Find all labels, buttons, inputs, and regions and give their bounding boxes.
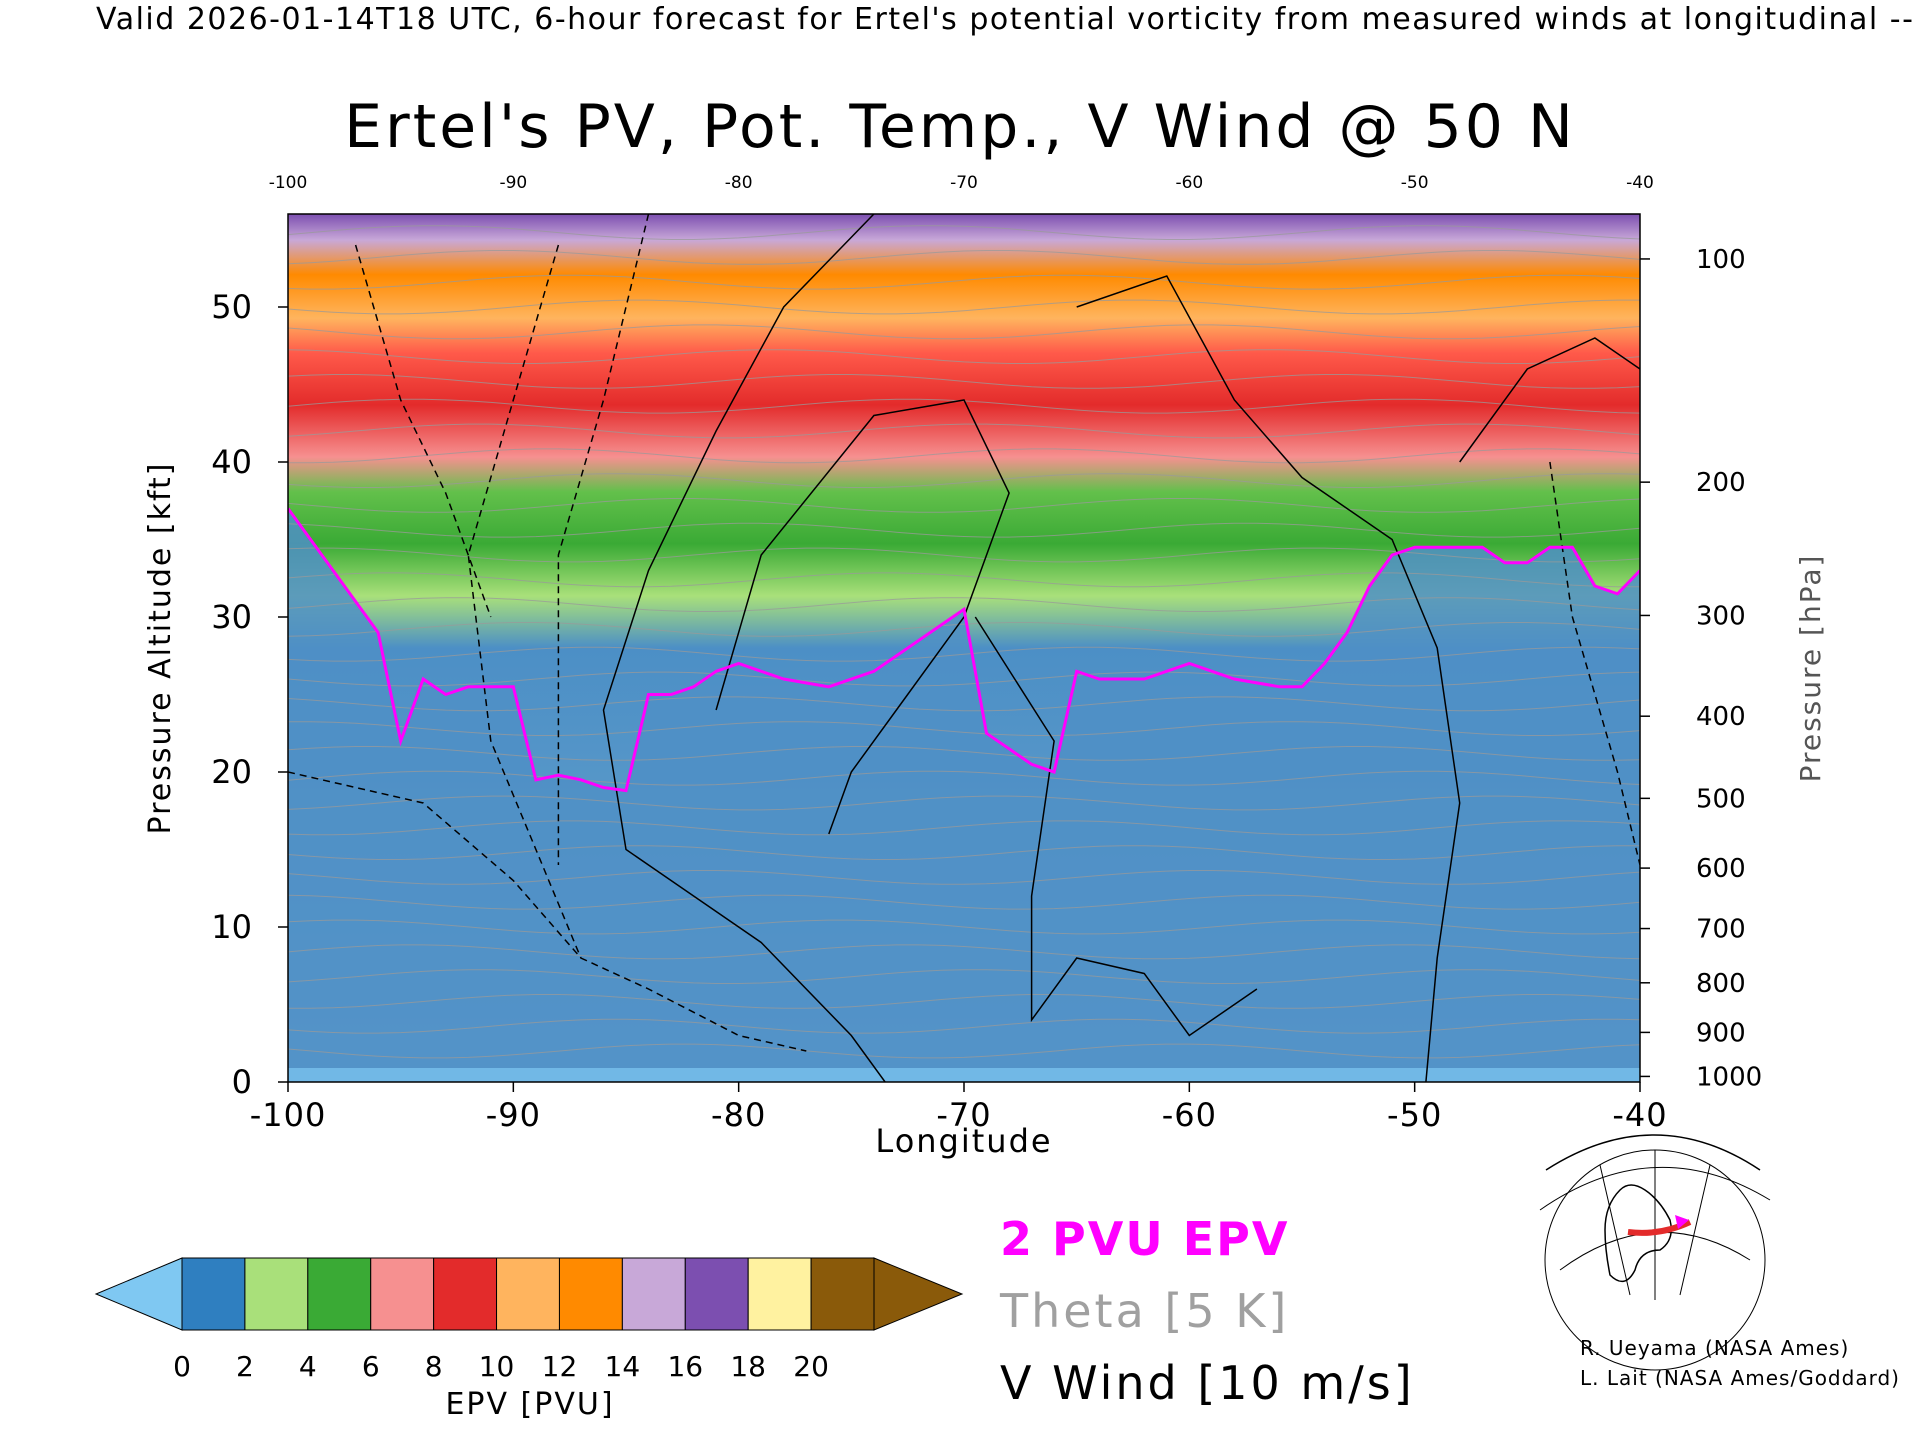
- tropopause-2pvu-line: [288, 507, 1640, 793]
- pressure-tick-label: 500: [1696, 784, 1746, 814]
- vwind-contour: [1549, 461, 1640, 866]
- theta-contour: [288, 845, 1640, 860]
- vwind-contour: [602, 214, 886, 1082]
- pressure-tick-label: 700: [1696, 915, 1746, 945]
- y-tick-label: 30: [211, 598, 252, 636]
- pressure-tick-label: 1000: [1696, 1062, 1762, 1092]
- theta-contour: [288, 1018, 1640, 1034]
- theta-contour: [288, 770, 1640, 786]
- theta-contour: [288, 225, 1640, 240]
- y-tick-label: 50: [211, 288, 252, 326]
- pressure-tick-label: 600: [1696, 854, 1746, 884]
- theta-contour: [288, 870, 1640, 885]
- legend-wind: V Wind [10 m/s]: [1000, 1356, 1415, 1410]
- vwind-contour: [557, 214, 650, 865]
- theta-contour: [288, 820, 1640, 836]
- theta-contour: [288, 374, 1640, 389]
- theta-contour: [288, 473, 1640, 488]
- y-tick-label: 10: [211, 908, 252, 946]
- vwind-contour: [354, 244, 492, 618]
- vwind-contour: [715, 399, 1010, 835]
- theta-contour: [288, 944, 1640, 960]
- theta-contour: [288, 746, 1640, 761]
- theta-contour: [288, 572, 1640, 588]
- top-tick-label: -90: [499, 173, 527, 193]
- vwind-contour: [288, 771, 807, 1052]
- credit-line-1: R. Ueyama (NASA Ames): [1580, 1336, 1850, 1360]
- theta-contour: [288, 969, 1640, 984]
- y-tick-label: 40: [211, 443, 252, 481]
- credit-line-2: L. Lait (NASA Ames/Goddard): [1580, 1366, 1900, 1390]
- theta-contour: [288, 349, 1640, 364]
- y-tick-label: 20: [211, 753, 252, 791]
- theta-contour: [288, 547, 1640, 563]
- header-text: Valid 2026-01-14T18 UTC, 6-hour forecast…: [96, 2, 1920, 37]
- pressure-tick-label: 900: [1696, 1018, 1746, 1048]
- pressure-tick-label: 300: [1696, 601, 1746, 631]
- vwind-contour: [974, 616, 1258, 1037]
- x-tick-label: -70: [936, 1096, 991, 1134]
- theta-contour: [288, 498, 1640, 513]
- top-tick-label: -70: [950, 173, 978, 193]
- vwind-contour: [1076, 275, 1461, 1082]
- y-tick-label: 0: [232, 1063, 252, 1101]
- theta-contour: [288, 721, 1640, 736]
- x-axis-label: Longitude: [875, 1122, 1052, 1160]
- top-tick-label: -60: [1175, 173, 1203, 193]
- theta-contour: [288, 522, 1640, 538]
- x-tick-label: -90: [486, 1096, 541, 1134]
- surface-band: [288, 1068, 1640, 1082]
- theta-contour: [288, 1043, 1640, 1059]
- theta-contour: [288, 250, 1640, 265]
- chart-title: Ertel's PV, Pot. Temp., V Wind @ 50 N: [344, 92, 1576, 162]
- top-tick-label: -80: [725, 173, 753, 193]
- pressure-tick-label: 200: [1696, 468, 1746, 498]
- theta-contour: [288, 274, 1640, 290]
- theta-contour: [288, 919, 1640, 935]
- legend-2pvu: 2 PVU EPV: [1000, 1212, 1290, 1266]
- troposphere-fill: [288, 508, 1640, 1082]
- theta-contour: [288, 448, 1640, 464]
- top-tick-label: -50: [1401, 173, 1429, 193]
- theta-contour: [288, 894, 1640, 910]
- vwind-contour: [1459, 337, 1640, 463]
- pressure-tick-label: 100: [1696, 245, 1746, 275]
- x-tick-label: -40: [1612, 1096, 1667, 1134]
- theta-contour: [288, 622, 1640, 637]
- theta-contour: [288, 324, 1640, 340]
- x-tick-label: -80: [711, 1096, 766, 1134]
- top-tick-label: -100: [269, 173, 308, 193]
- theta-contour: [288, 299, 1640, 315]
- theta-contour: [288, 671, 1640, 687]
- pressure-tick-label: 800: [1696, 969, 1746, 999]
- legend-theta: Theta [5 K]: [1000, 1284, 1290, 1338]
- pressure-tick-label: 400: [1696, 702, 1746, 732]
- x-tick-label: -60: [1162, 1096, 1217, 1134]
- theta-contour: [288, 423, 1640, 439]
- theta-contour: [288, 646, 1640, 662]
- y-axis-label: Pressure Altitude [kft]: [143, 462, 178, 835]
- theta-contour: [288, 994, 1640, 1009]
- y-axis-label-right: Pressure [hPa]: [1794, 554, 1827, 783]
- theta-contour: [288, 597, 1640, 612]
- top-tick-label: -40: [1626, 173, 1654, 193]
- vwind-contour: [467, 244, 582, 959]
- x-tick-label: -100: [250, 1096, 327, 1134]
- theta-contour: [288, 696, 1640, 712]
- x-tick-label: -50: [1387, 1096, 1442, 1134]
